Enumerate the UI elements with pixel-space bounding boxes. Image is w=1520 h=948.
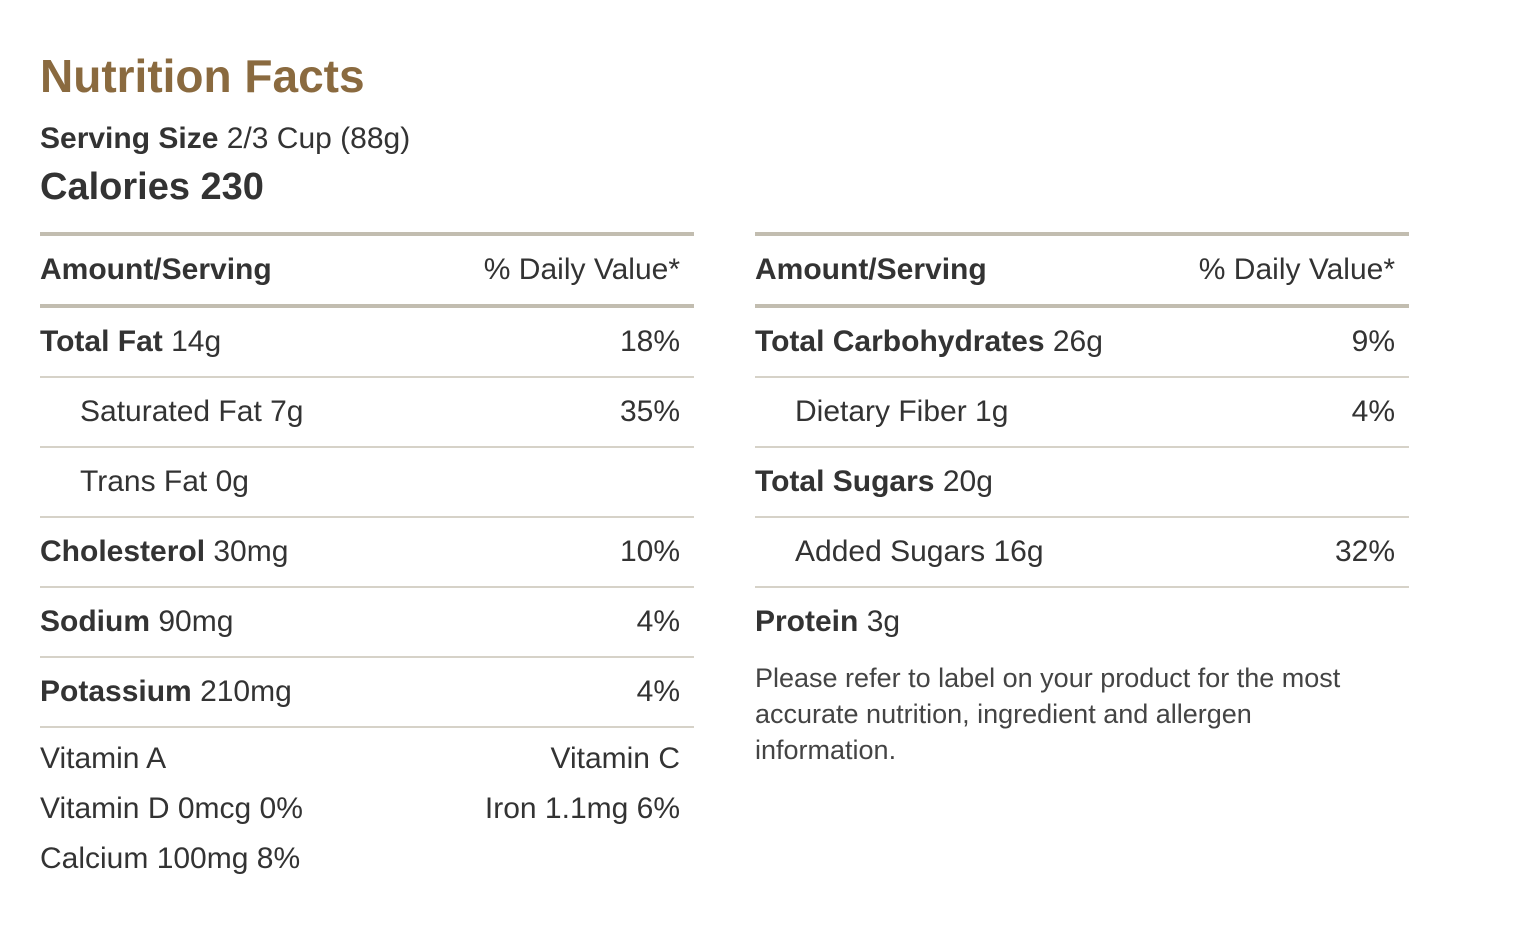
nutrient-name: Total Fat (40, 325, 163, 358)
nutrient-name: Total Carbohydrates (755, 325, 1045, 358)
nutrient-name: Potassium (40, 675, 192, 708)
table-header: Amount/Serving % Daily Value* (40, 236, 694, 308)
iron: Iron 1.1mg 6% (484, 792, 680, 825)
nutrient-amount: Dietary Fiber 1g (795, 395, 1009, 428)
page-title: Nutrition Facts (40, 50, 365, 102)
table-header: Amount/Serving % Daily Value* (755, 236, 1409, 308)
nutrient-row-saturated-fat: Saturated Fat 7g 35% (40, 378, 694, 448)
nutrient-name: Cholesterol (40, 535, 206, 568)
nutrients-table-right: Amount/Serving % Daily Value* Total Carb… (755, 232, 1409, 768)
nutrient-daily-value: 4% (636, 605, 680, 638)
nutrient-row-protein: Protein 3g (755, 588, 1409, 656)
serving-size: Serving Size 2/3 Cup (88g) (40, 120, 410, 158)
nutrient-daily-value: 10% (619, 535, 680, 568)
nutrient-row-total-sugars: Total Sugars 20g (755, 448, 1409, 518)
calories: Calories 230 (40, 164, 264, 210)
nutrient-name: Sodium (40, 605, 150, 638)
nutrient-amount: 30mg (213, 535, 289, 568)
nutrient-name: Protein (755, 605, 859, 638)
nutrient-daily-value: 35% (619, 395, 680, 428)
nutrient-amount: 210mg (200, 675, 292, 708)
nutrient-row-potassium: Potassium 210mg 4% (40, 658, 694, 728)
vitamin-a: Vitamin A (40, 742, 167, 775)
amount-per-serving-header: Amount/Serving (755, 253, 987, 286)
nutrient-amount: 14g (171, 325, 222, 358)
nutrient-amount: 20g (942, 465, 993, 498)
nutrient-row-added-sugars: Added Sugars 16g 32% (755, 518, 1409, 588)
serving-size-value: 2/3 Cup (88g) (226, 122, 411, 155)
nutrient-amount: Saturated Fat 7g (80, 395, 304, 428)
vitamin-d: Vitamin D 0mcg 0% (40, 792, 303, 825)
table-top-rule (40, 232, 694, 236)
calcium: Calcium 100mg 8% (40, 842, 301, 875)
nutrient-amount: Added Sugars 16g (795, 535, 1044, 568)
nutrient-amount: 90mg (158, 605, 234, 638)
nutrient-daily-value: 9% (1351, 325, 1395, 358)
nutrient-daily-value: 18% (619, 325, 680, 358)
nutrient-name: Total Sugars (755, 465, 935, 498)
amount-per-serving-header: Amount/Serving (40, 253, 272, 286)
serving-size-label: Serving Size (40, 122, 219, 155)
nutrient-row-dietary-fiber: Dietary Fiber 1g 4% (755, 378, 1409, 448)
calories-label: Calories (40, 166, 190, 208)
nutrient-row-cholesterol: Cholesterol 30mg 10% (40, 518, 694, 588)
nutrient-daily-value: 4% (636, 675, 680, 708)
daily-value-header: % Daily Value* (483, 253, 680, 286)
nutrient-daily-value: 4% (1351, 395, 1395, 428)
daily-value-header: % Daily Value* (1198, 253, 1395, 286)
nutrient-row-trans-fat: Trans Fat 0g (40, 448, 694, 518)
nutrient-row-sodium: Sodium 90mg 4% (40, 588, 694, 658)
nutrient-amount: 26g (1052, 325, 1103, 358)
nutrient-row-total-fat: Total Fat 14g 18% (40, 308, 694, 378)
table-top-rule (755, 232, 1409, 236)
nutrient-row-total-carbohydrates: Total Carbohydrates 26g 9% (755, 308, 1409, 378)
nutrient-amount: 3g (866, 605, 901, 638)
nutrients-table-left: Amount/Serving % Daily Value* Total Fat … (40, 232, 694, 884)
nutrient-daily-value: 32% (1334, 535, 1395, 568)
vitamin-c: Vitamin C (550, 742, 681, 775)
disclaimer-note: Please refer to label on your product fo… (755, 663, 1341, 765)
calories-value: 230 (200, 166, 264, 208)
vitamins-list: Vitamin A Vitamin C Vitamin D 0mcg 0% Ir… (40, 734, 694, 884)
nutrient-amount: Trans Fat 0g (80, 465, 249, 498)
